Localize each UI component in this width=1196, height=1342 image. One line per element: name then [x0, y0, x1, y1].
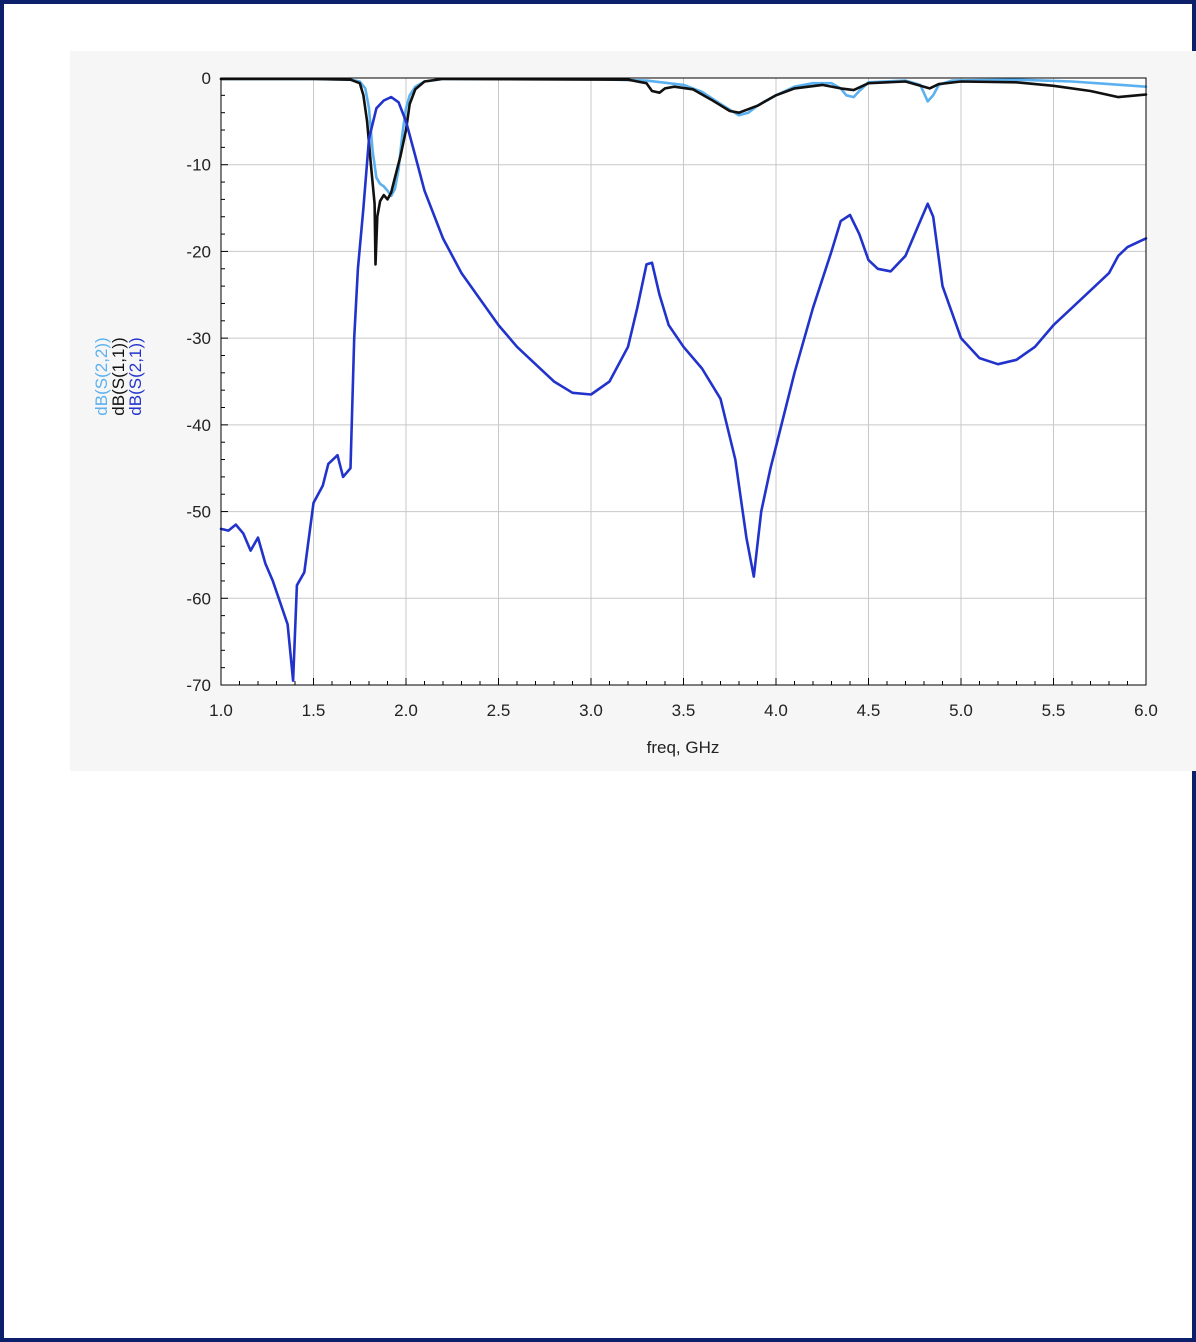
- x-tick-label: 2.5: [487, 701, 511, 720]
- legend-entry: dB(S(2,1)): [126, 337, 145, 415]
- series-line-db-s-1-1: [219, 77, 1148, 266]
- x-tick-labels: 1.0 1.5 2.0 2.5 3.0 3.5 4.0 4.5 5.0 5.5 6.0: [209, 701, 1158, 720]
- x-tick-label: 3.0: [579, 701, 603, 720]
- y-tick-label: 0: [202, 69, 211, 88]
- legend-entry: dB(S(2,2)): [92, 337, 111, 415]
- x-tick-label: 1.5: [302, 701, 326, 720]
- x-tick-label: 2.0: [394, 701, 418, 720]
- s-parameter-chart: 1.0 1.5 2.0 2.5 3.0 3.5 4.0 4.5 5.0 5.5 6.0 0 -10 -2…: [92, 69, 1158, 757]
- series-lines: [219, 77, 1148, 682]
- grid-lines: [220, 77, 1147, 686]
- x-tick-label: 5.5: [1042, 701, 1066, 720]
- legend-entry: dB(S(1,1)): [109, 337, 128, 415]
- x-tick-label: 4.5: [857, 701, 881, 720]
- x-tick-label: 4.0: [764, 701, 788, 720]
- legend: dB(S(2,2))dB(S(1,1))dB(S(2,1)): [92, 337, 145, 415]
- y-tick-label: -10: [186, 156, 211, 175]
- series-line-db-s-2-2: [219, 77, 1148, 198]
- y-tick-label: -40: [186, 416, 211, 435]
- x-tick-label: 6.0: [1134, 701, 1158, 720]
- y-tick-label: -30: [186, 329, 211, 348]
- y-tick-label: -50: [186, 503, 211, 522]
- x-tick-label: 5.0: [949, 701, 973, 720]
- y-tick-label: -70: [186, 676, 211, 695]
- y-tick-labels: 0 -10 -20 -30 -40 -50 -60 -70: [186, 69, 211, 695]
- y-tick-label: -60: [186, 589, 211, 608]
- x-tick-label: 1.0: [209, 701, 233, 720]
- y-tick-label: -20: [186, 242, 211, 261]
- series-line-db-s-2-1: [219, 95, 1148, 682]
- x-axis-label: freq, GHz: [647, 738, 720, 757]
- x-tick-label: 3.5: [672, 701, 696, 720]
- plot-area-border: [220, 77, 1147, 686]
